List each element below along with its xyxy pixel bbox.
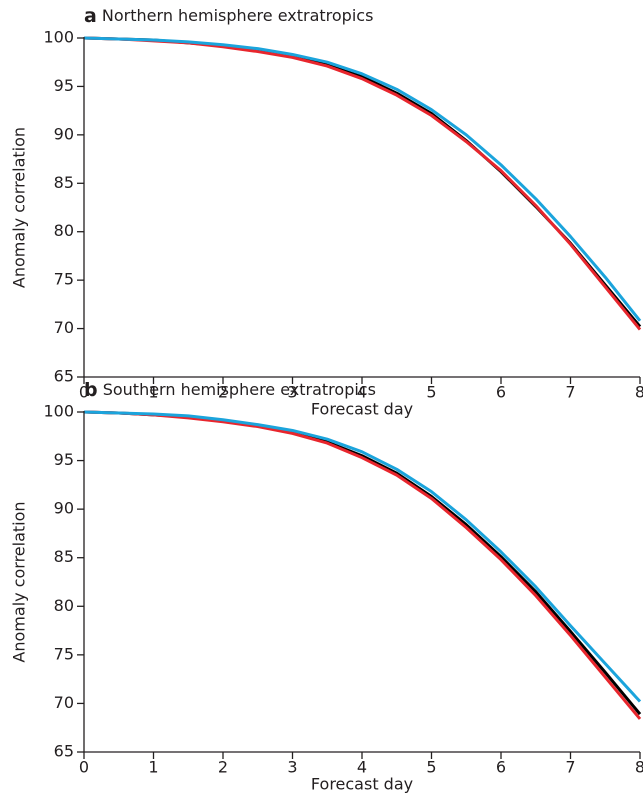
y-tick-label: 75	[54, 270, 74, 289]
x-tick-label: 0	[79, 383, 89, 402]
y-tick-label: 65	[54, 367, 74, 386]
y-tick-label: 100	[43, 28, 74, 47]
y-tick-label: 70	[54, 318, 74, 337]
panel-title: b Southern hemisphere extratropics	[84, 379, 376, 401]
x-tick-label: 5	[426, 383, 436, 402]
x-tick-label: 8	[635, 758, 643, 777]
panel-letter: a	[84, 5, 97, 27]
x-axis-label: Forecast day	[311, 400, 413, 419]
x-tick-label: 6	[496, 383, 506, 402]
y-tick-label: 90	[54, 124, 74, 143]
x-tick-label: 3	[287, 383, 297, 402]
panel: b Southern hemisphere extratropics657075…	[10, 379, 643, 794]
series-line	[83, 410, 642, 720]
y-tick-label: 65	[54, 742, 74, 761]
series-line	[83, 36, 642, 331]
panel-letter: b	[84, 379, 98, 401]
x-axis-label: Forecast day	[311, 775, 413, 794]
panel-title: a Northern hemisphere extratropics	[84, 5, 373, 27]
x-tick-label: 4	[357, 383, 367, 402]
y-tick-label: 70	[54, 693, 74, 712]
x-tick-label: 3	[287, 758, 297, 777]
y-axis-label: Anomaly correlation	[10, 127, 29, 288]
x-tick-label: 4	[357, 758, 367, 777]
x-tick-label: 2	[218, 758, 228, 777]
x-tick-label: 0	[79, 758, 89, 777]
title-text: Southern hemisphere extratropics	[103, 380, 376, 399]
x-tick-label: 8	[635, 383, 643, 402]
y-tick-label: 85	[54, 173, 74, 192]
title-text: Northern hemisphere extratropics	[102, 6, 373, 25]
x-tick-label: 1	[148, 758, 158, 777]
x-tick-label: 7	[565, 758, 575, 777]
series-line	[83, 410, 642, 703]
y-tick-label: 80	[54, 221, 74, 240]
y-tick-label: 100	[43, 402, 74, 421]
x-tick-label: 2	[218, 383, 228, 402]
x-tick-label: 6	[496, 758, 506, 777]
y-tick-label: 80	[54, 596, 74, 615]
x-tick-label: 7	[565, 383, 575, 402]
x-tick-label: 1	[148, 383, 158, 402]
y-tick-label: 95	[54, 76, 74, 95]
y-tick-label: 75	[54, 644, 74, 663]
series-line	[83, 36, 642, 328]
y-axis-label: Anomaly correlation	[10, 501, 29, 662]
x-tick-label: 5	[426, 758, 436, 777]
y-tick-label: 95	[54, 450, 74, 469]
panel: a Northern hemisphere extratropics657075…	[10, 5, 643, 419]
y-tick-label: 90	[54, 499, 74, 518]
series-line	[83, 36, 642, 322]
y-tick-label: 85	[54, 547, 74, 566]
